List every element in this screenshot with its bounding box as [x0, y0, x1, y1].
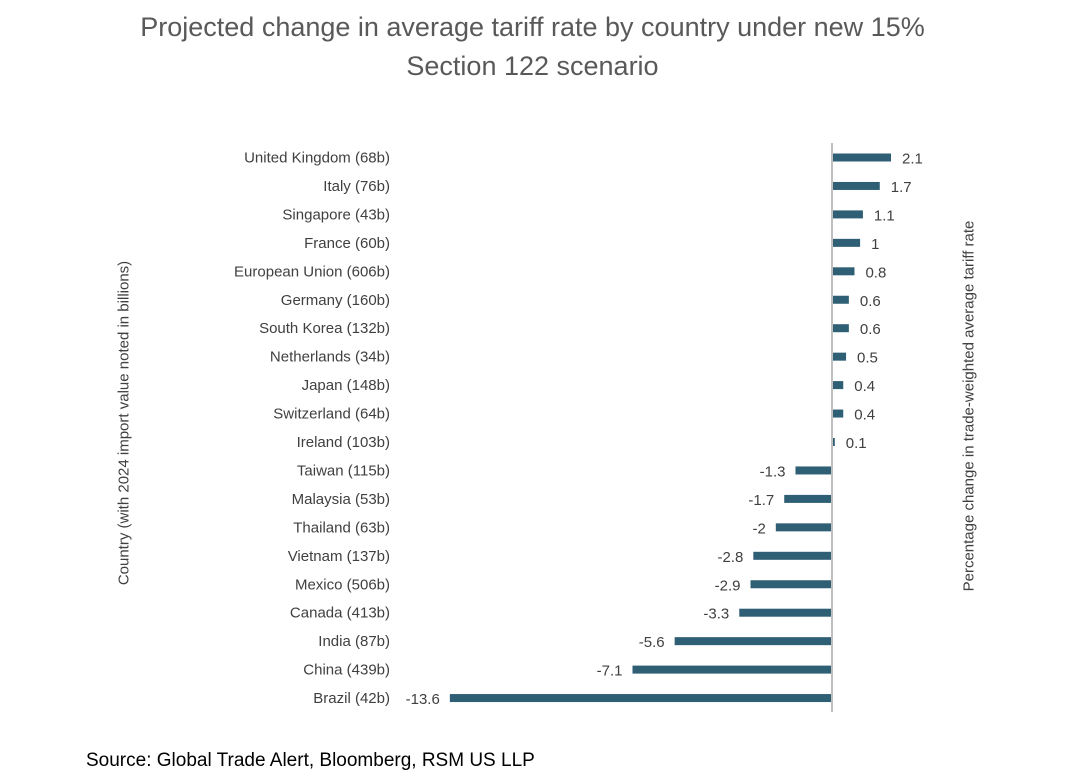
category-label: China (439b) [303, 662, 390, 679]
category-label: Ireland (103b) [297, 434, 390, 451]
bar [832, 352, 847, 361]
bar [753, 551, 832, 560]
data-label: 0.1 [846, 435, 867, 452]
bar [775, 523, 832, 532]
chart-title-line-1: Projected change in average tariff rate … [140, 12, 925, 42]
data-label: -2.8 [717, 549, 743, 566]
bar [832, 381, 844, 390]
category-label: South Korea (132b) [259, 320, 390, 337]
data-label: 1.1 [874, 207, 895, 224]
category-label: Thailand (63b) [293, 519, 390, 536]
data-label: 0.4 [854, 407, 875, 424]
bar [784, 494, 832, 503]
bar [750, 580, 832, 589]
bar [832, 181, 880, 190]
chart-title: Projected change in average tariff rate … [60, 8, 1005, 86]
chart-title-line-2: Section 122 scenario [406, 51, 659, 81]
bar [832, 238, 861, 247]
data-label: 0.4 [854, 378, 875, 395]
bar [832, 324, 849, 333]
data-label: 0.6 [860, 293, 881, 310]
data-label: -5.6 [639, 634, 665, 651]
category-label: India (87b) [318, 633, 390, 650]
bar [795, 466, 832, 475]
category-label: Vietnam (137b) [288, 548, 390, 565]
category-label: European Union (606b) [234, 263, 390, 280]
data-label: 0.6 [860, 321, 881, 338]
data-label: -13.6 [406, 691, 440, 708]
category-label: Germany (160b) [281, 292, 390, 309]
bar [449, 694, 832, 703]
data-label: -1.3 [760, 463, 786, 480]
data-label: -3.3 [703, 606, 729, 623]
category-label: Switzerland (64b) [273, 406, 390, 423]
category-label: Japan (148b) [302, 377, 390, 394]
category-label: Canada (413b) [290, 605, 390, 622]
category-label: Italy (76b) [323, 178, 390, 195]
bar [739, 608, 832, 617]
bar [632, 665, 832, 674]
bar [832, 295, 849, 304]
data-label: -2.9 [715, 577, 741, 594]
bar [832, 409, 844, 418]
bar [832, 267, 855, 276]
source-note: Source: Global Trade Alert, Bloomberg, R… [86, 750, 535, 771]
category-label: Netherlands (34b) [270, 349, 390, 366]
data-label: 1 [871, 236, 879, 253]
category-label: Brazil (42b) [313, 690, 390, 707]
category-label: Taiwan (115b) [297, 462, 390, 479]
data-label: -7.1 [597, 663, 623, 680]
bar [674, 637, 832, 646]
data-label: 0.8 [865, 264, 886, 281]
category-label: Singapore (43b) [282, 206, 390, 223]
data-label: -1.7 [748, 492, 774, 509]
bar [832, 438, 835, 446]
data-label: -2 [752, 520, 765, 537]
category-label: France (60b) [304, 235, 390, 252]
category-label: United Kingdom (68b) [244, 150, 390, 167]
category-label: Malaysia (53b) [292, 491, 390, 508]
data-label: 0.5 [857, 350, 878, 367]
category-label: Mexico (506b) [295, 576, 390, 593]
bar [832, 210, 863, 219]
bar [832, 153, 892, 162]
data-label: 2.1 [902, 151, 923, 168]
data-label: 1.7 [891, 179, 912, 196]
